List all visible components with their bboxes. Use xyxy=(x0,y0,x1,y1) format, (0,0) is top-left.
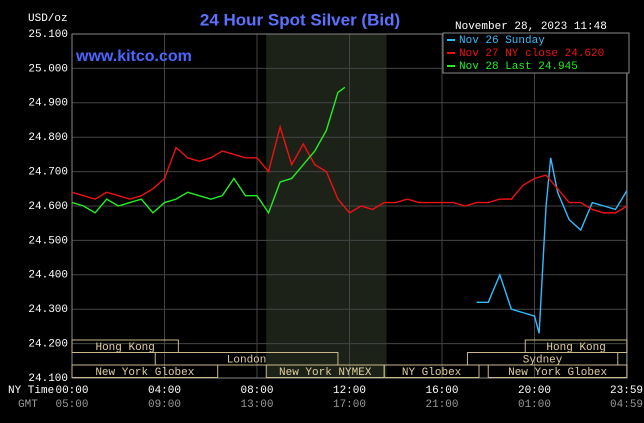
session-label: Sydney xyxy=(523,354,563,366)
session-label: New York NYMEX xyxy=(279,367,372,379)
x-tick-label: 20:00 xyxy=(518,385,551,397)
gmt-tick-label: 13:00 xyxy=(240,399,273,411)
x-tick-label: 08:00 xyxy=(240,385,273,397)
chart-title: 24 Hour Spot Silver (Bid) xyxy=(200,10,400,29)
y-tick-label: 24.900 xyxy=(28,98,68,110)
watermark: www.kitco.com xyxy=(75,48,192,65)
session-box xyxy=(71,339,179,353)
gmt-tick-label: 17:00 xyxy=(333,399,366,411)
gmt-tick-label: 01:00 xyxy=(518,399,551,411)
y-unit: USD/oz xyxy=(28,13,68,25)
x-tick-label: 04:00 xyxy=(148,385,181,397)
series-line xyxy=(72,124,627,214)
series-line xyxy=(476,157,627,334)
x-tick-label: 16:00 xyxy=(425,385,458,397)
y-tick-label: 24.200 xyxy=(28,339,68,351)
session-box xyxy=(71,364,219,378)
y-tick-label: 24.300 xyxy=(28,304,68,316)
y-tick-label: 25.100 xyxy=(28,29,68,41)
session-label: Hong Kong xyxy=(546,342,605,354)
x-row-label: NY Time xyxy=(8,385,54,397)
gmt-tick-label: 09:00 xyxy=(148,399,181,411)
timestamp: November 28, 2023 11:48 xyxy=(455,21,607,33)
x-row-label: GMT xyxy=(18,399,38,411)
series-line xyxy=(72,86,346,215)
session-label: New York Globex xyxy=(508,367,607,379)
y-tick-label: 24.500 xyxy=(28,235,68,247)
gmt-tick-label: 21:00 xyxy=(425,399,458,411)
y-tick-label: 24.700 xyxy=(28,167,68,179)
session-label: NY Globex xyxy=(402,367,462,379)
legend-label: Nov 27 NY close 24.620 xyxy=(459,48,604,60)
legend-box xyxy=(442,32,630,74)
y-tick-label: 24.600 xyxy=(28,201,68,213)
y-tick-label: 25.000 xyxy=(28,63,68,75)
legend-label: Nov 28 Last 24.945 xyxy=(459,61,578,73)
session-label: New York Globex xyxy=(95,367,194,379)
y-tick-label: 24.800 xyxy=(28,132,68,144)
gmt-tick-label: 04:59 xyxy=(610,399,643,411)
y-tick-label: 24.400 xyxy=(28,270,68,282)
legend-label: Nov 26 Sunday xyxy=(459,35,545,47)
x-tick-label: 23:59 xyxy=(610,385,643,397)
session-box xyxy=(487,364,628,378)
x-tick-label: 00:00 xyxy=(55,385,88,397)
session-label: London xyxy=(227,354,267,366)
y-tick-label: 24.100 xyxy=(28,373,68,385)
session-label: Hong Kong xyxy=(95,342,154,354)
gmt-tick-label: 05:00 xyxy=(55,399,88,411)
session-box xyxy=(154,352,339,366)
session-box xyxy=(383,364,480,378)
x-tick-label: 12:00 xyxy=(333,385,366,397)
